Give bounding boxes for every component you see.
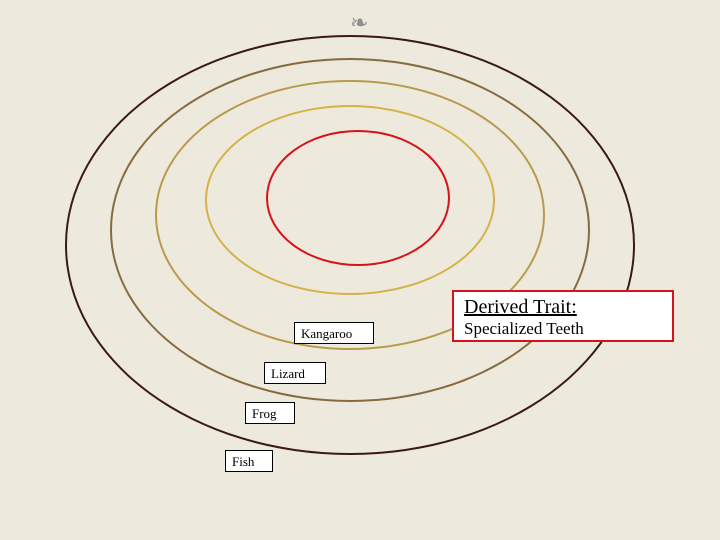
label-frog: Frog <box>245 402 295 424</box>
callout-title: Derived Trait: <box>464 296 662 319</box>
callout-body: Specialized Teeth <box>464 319 662 339</box>
label-text: Kangaroo <box>301 327 352 340</box>
label-text: Fish <box>232 455 254 468</box>
derived-trait-callout: Derived Trait: Specialized Teeth <box>452 290 674 342</box>
label-lizard: Lizard <box>264 362 326 384</box>
label-text: Lizard <box>271 367 305 380</box>
flourish-icon: ❧ <box>350 10 368 36</box>
ellipse-inner-5 <box>266 130 450 266</box>
label-kangaroo: Kangaroo <box>294 322 374 344</box>
label-text: Frog <box>252 407 277 420</box>
label-fish: Fish <box>225 450 273 472</box>
